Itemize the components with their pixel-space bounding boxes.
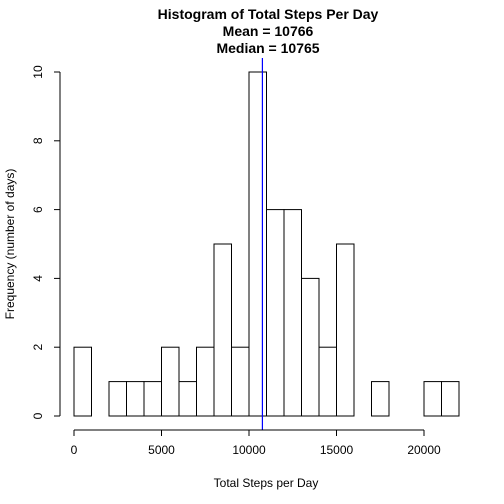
- y-tick-label: 0: [31, 412, 45, 419]
- y-tick-label: 10: [31, 65, 45, 79]
- histogram-bar: [143, 381, 162, 417]
- y-tick-label: 8: [31, 137, 45, 144]
- histogram-bars: [73, 71, 460, 417]
- x-tick-label: 0: [71, 443, 78, 457]
- y-tick-label: 6: [31, 206, 45, 213]
- histogram-bar: [441, 381, 460, 417]
- y-axis: 0 2 4 6 8 10: [31, 65, 61, 419]
- histogram-bar: [423, 381, 442, 417]
- y-tick-label: 2: [31, 344, 45, 351]
- histogram-bar: [283, 209, 302, 417]
- histogram-bar: [248, 71, 267, 417]
- histogram-bar: [231, 346, 250, 417]
- x-tick-label: 15000: [320, 443, 354, 457]
- histogram-bar: [301, 277, 320, 417]
- y-tick-label: 4: [31, 275, 45, 282]
- x-tick-label: 5000: [148, 443, 175, 457]
- x-axis: 0 5000 10000 15000 20000: [71, 429, 441, 457]
- histogram-bar: [266, 209, 285, 417]
- histogram-bar: [336, 243, 355, 417]
- chart-subtitle-median: Median = 10765: [216, 40, 319, 56]
- chart-title: Histogram of Total Steps Per Day: [158, 6, 379, 22]
- x-tick-label: 20000: [407, 443, 441, 457]
- x-tick-label: 10000: [232, 443, 266, 457]
- histogram-bar: [161, 346, 180, 417]
- histogram-bar: [73, 346, 92, 417]
- histogram-bar: [196, 346, 215, 417]
- histogram-bar: [371, 381, 390, 417]
- x-axis-title: Total Steps per Day: [214, 476, 319, 490]
- histogram-bar: [126, 381, 145, 417]
- histogram-bar: [318, 346, 337, 417]
- chart-subtitle-mean: Mean = 10766: [223, 23, 314, 39]
- histogram-bar: [108, 381, 127, 417]
- histogram-bar: [213, 243, 232, 417]
- histogram-bar: [178, 381, 197, 417]
- y-axis-title: Frequency (number of days): [3, 169, 17, 320]
